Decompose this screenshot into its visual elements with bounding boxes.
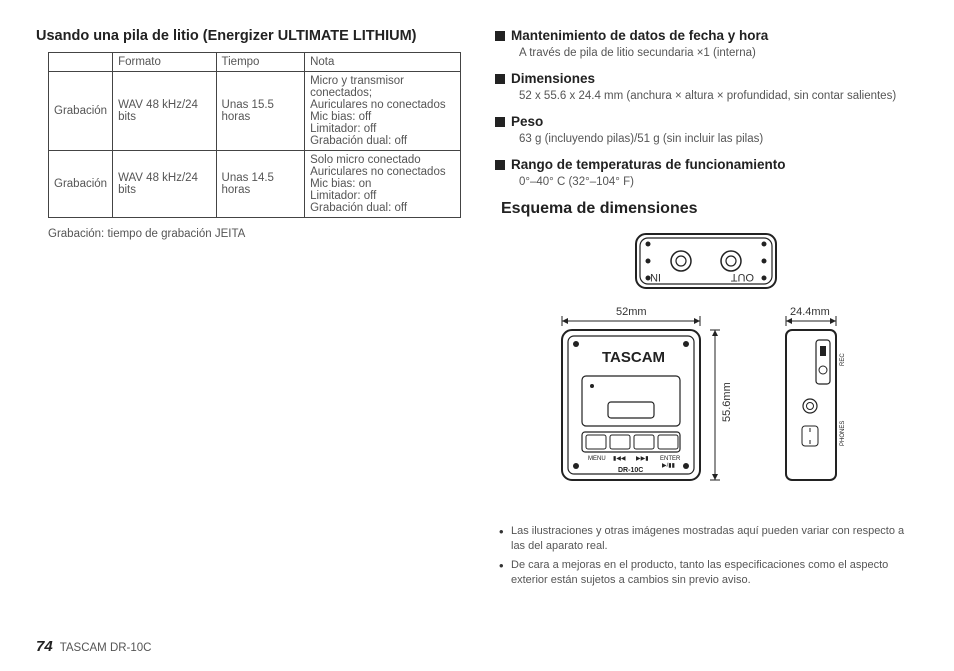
square-bullet-icon: [495, 117, 505, 127]
spec-body: 0°–40° C (32°–104° F): [519, 174, 918, 190]
svg-text:▶/▮▮: ▶/▮▮: [662, 463, 675, 469]
spec-body: 52 x 55.6 x 24.4 mm (anchura × altura × …: [519, 88, 918, 104]
square-bullet-icon: [495, 31, 505, 41]
notes-list: Las ilustraciones y otras imágenes mostr…: [499, 524, 918, 587]
diagram-front-view: 52mm TASCAM MEN: [540, 306, 740, 506]
cell: WAV 48 kHz/24 bits: [113, 151, 216, 218]
cell: Grabación: [49, 72, 113, 151]
depth-label: 24.4mm: [790, 306, 830, 318]
note-line: Grabación dual: off: [310, 202, 455, 214]
out-label: OUT: [730, 271, 754, 283]
table-footnote: Grabación: tiempo de grabación JEITA: [48, 228, 461, 240]
phones-label: PHONES: [840, 421, 846, 446]
th-tiempo: Tiempo: [216, 53, 305, 72]
svg-text:▮◀◀: ▮◀◀: [613, 456, 626, 462]
page-number: 74: [36, 638, 53, 655]
note-line: Limitador: off: [310, 123, 455, 135]
dimensions-title: Esquema de dimensiones: [501, 200, 918, 218]
spec-head-label: Mantenimiento de datos de fecha y hora: [511, 28, 768, 43]
note-line: Auriculares no conectados: [310, 99, 455, 111]
cell: Grabación: [49, 151, 113, 218]
spec-head-label: Dimensiones: [511, 71, 595, 86]
doc-title: TASCAM DR-10C: [60, 642, 152, 654]
in-label: IN: [649, 271, 660, 283]
spec-head-label: Peso: [511, 114, 543, 129]
square-bullet-icon: [495, 74, 505, 84]
svg-text:▶▶▮: ▶▶▮: [636, 456, 649, 462]
th-blank: [49, 53, 113, 72]
cell: Unas 14.5 horas: [216, 151, 305, 218]
height-label: 55.6mm: [721, 383, 733, 423]
battery-table: Formato Tiempo Nota Grabación WAV 48 kHz…: [48, 52, 461, 218]
section-title: Usando una pila de litio (Energizer ULTI…: [36, 28, 461, 44]
cell: WAV 48 kHz/24 bits: [113, 72, 216, 151]
enter-label: ENTER: [660, 456, 681, 462]
table-row: Grabación WAV 48 kHz/24 bits Unas 15.5 h…: [49, 72, 461, 151]
page-footer: 74 TASCAM DR-10C: [36, 638, 152, 655]
cell: Unas 15.5 horas: [216, 72, 305, 151]
spec-body: 63 g (incluyendo pilas)/51 g (sin inclui…: [519, 131, 918, 147]
spec-head: Rango de temperaturas de funcionamiento: [495, 157, 918, 172]
brand-label: TASCAM: [602, 349, 665, 366]
list-item: Las ilustraciones y otras imágenes mostr…: [499, 524, 918, 554]
note-line: Mic bias: on: [310, 178, 455, 190]
cell-notes: Solo micro conectado Auriculares no cone…: [305, 151, 461, 218]
square-bullet-icon: [495, 160, 505, 170]
diagram-top-view: IN OUT: [626, 226, 786, 296]
note-line: Mic bias: off: [310, 111, 455, 123]
note-line: Limitador: off: [310, 190, 455, 202]
note-line: Auriculares no conectados: [310, 166, 455, 178]
note-line: Solo micro conectado: [310, 154, 455, 166]
diagram-side-view: 24.4mm REC PHONES: [772, 306, 872, 506]
th-nota: Nota: [305, 53, 461, 72]
spec-head: Mantenimiento de datos de fecha y hora: [495, 28, 918, 43]
cell-notes: Micro y transmisor conectados; Auricular…: [305, 72, 461, 151]
table-row: Grabación WAV 48 kHz/24 bits Unas 14.5 h…: [49, 151, 461, 218]
spec-head-label: Rango de temperaturas de funcionamiento: [511, 157, 786, 172]
rec-label: REC: [840, 353, 846, 366]
dimension-diagram: IN OUT 52mm TASCAM: [493, 226, 918, 506]
spec-head: Dimensiones: [495, 71, 918, 86]
note-line: Micro y transmisor conectados;: [310, 75, 455, 99]
spec-body: A través de pila de litio secundaria ×1 …: [519, 45, 918, 61]
note-line: Grabación dual: off: [310, 135, 455, 147]
list-item: De cara a mejoras en el producto, tanto …: [499, 558, 918, 588]
width-label: 52mm: [616, 306, 647, 318]
model-label: DR-10C: [618, 467, 643, 474]
th-formato: Formato: [113, 53, 216, 72]
spec-head: Peso: [495, 114, 918, 129]
menu-label: MENU: [588, 456, 606, 462]
